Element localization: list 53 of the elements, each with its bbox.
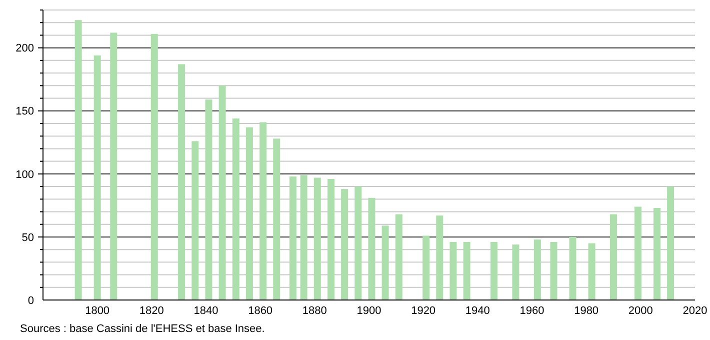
bar — [588, 243, 596, 300]
bar — [634, 206, 642, 300]
bar — [395, 214, 402, 300]
bar — [512, 244, 520, 300]
bar — [653, 208, 660, 300]
bar — [205, 100, 212, 300]
x-tick-label: 1940 — [465, 305, 490, 317]
bar — [300, 175, 308, 300]
bar — [341, 189, 348, 300]
bar — [667, 186, 674, 300]
bar — [610, 214, 617, 300]
x-tick-label: 1840 — [194, 305, 218, 317]
x-tick-label: 1880 — [302, 305, 327, 317]
x-tick-label: 1800 — [85, 305, 110, 317]
y-tick-label: 150 — [16, 106, 34, 118]
bar — [246, 127, 253, 300]
source-note: Sources : base Cassini de l'EHESS et base Insee. — [20, 323, 265, 335]
x-tick-label: 1860 — [248, 305, 273, 317]
bar — [550, 242, 558, 300]
bar — [232, 118, 240, 300]
bar — [192, 141, 199, 300]
y-tick-label: 50 — [22, 232, 34, 244]
bar — [534, 239, 541, 300]
bar — [382, 226, 389, 300]
x-tick-label: 1900 — [356, 305, 382, 317]
bar — [368, 198, 376, 300]
bar — [218, 86, 226, 300]
bar — [110, 32, 118, 300]
bar — [422, 236, 430, 300]
bar — [569, 236, 576, 300]
x-tick-label: 2020 — [682, 305, 708, 317]
bar — [450, 242, 457, 300]
bar — [490, 242, 498, 300]
bar — [463, 242, 470, 300]
x-tick-label: 1980 — [574, 305, 599, 317]
bar — [150, 34, 158, 300]
x-tick-label: 1920 — [411, 305, 436, 317]
y-tick-label: 0 — [28, 294, 34, 307]
bar — [273, 138, 280, 300]
x-tick-label: 2000 — [628, 305, 653, 317]
y-tick-label: 200 — [16, 42, 34, 55]
bar — [327, 178, 334, 300]
bar — [94, 55, 101, 300]
x-tick-label: 1820 — [139, 305, 164, 317]
bar — [74, 20, 82, 300]
bar — [178, 64, 186, 300]
bar — [260, 122, 267, 300]
x-tick-label: 1960 — [520, 305, 544, 317]
bar — [314, 178, 321, 300]
bar — [436, 216, 444, 300]
y-tick-label: 100 — [16, 168, 34, 181]
bar — [354, 186, 362, 300]
bar — [289, 176, 296, 300]
